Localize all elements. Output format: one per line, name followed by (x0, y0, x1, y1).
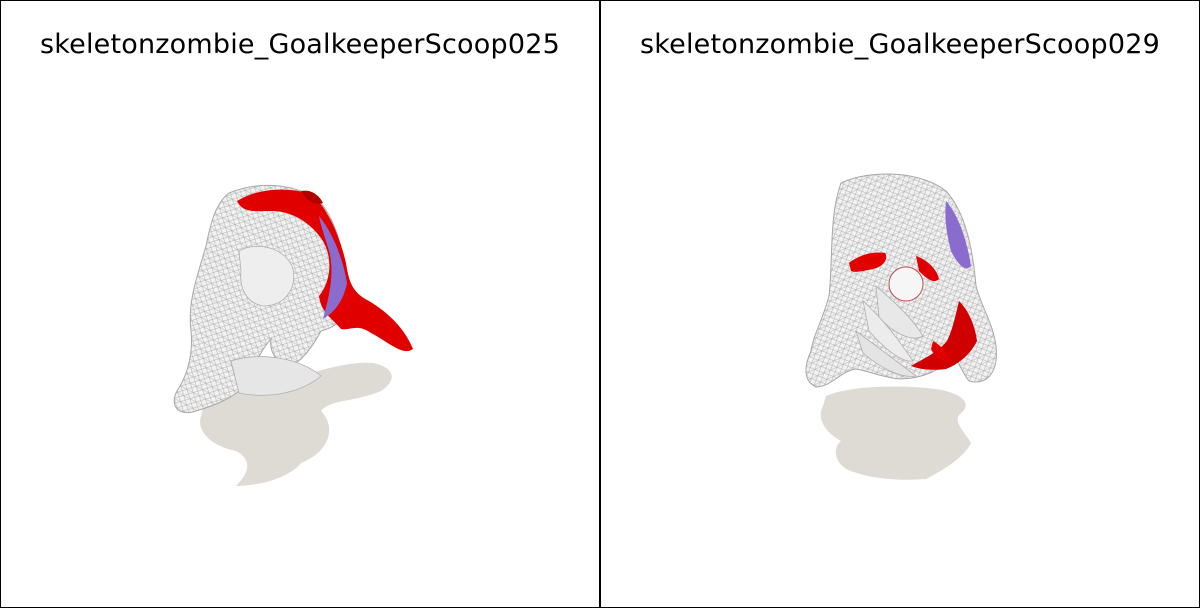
ground-shadow (820, 386, 971, 480)
render-panel-left: skeletonzombie_GoalkeeperScoop025 (0, 0, 600, 608)
mesh-render-right (805, 173, 997, 480)
render-panel-right: skeletonzombie_GoalkeeperScoop029 (600, 0, 1200, 608)
character-mesh (173, 184, 348, 414)
panel-title: skeletonzombie_GoalkeeperScoop029 (640, 29, 1160, 60)
character-mesh (805, 173, 997, 388)
panel-title: skeletonzombie_GoalkeeperScoop025 (40, 29, 560, 60)
mesh-render-left (173, 184, 413, 486)
highlight-region (849, 201, 977, 370)
highlight-region (237, 189, 413, 352)
